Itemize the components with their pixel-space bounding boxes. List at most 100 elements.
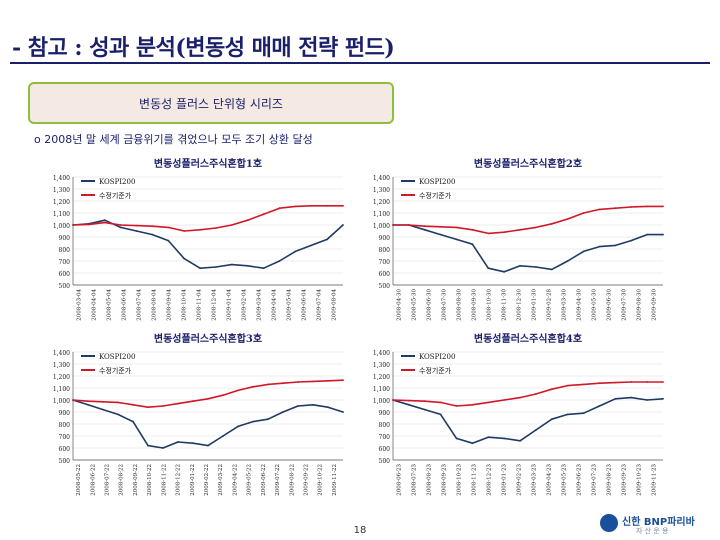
y-tick-label: 700 <box>59 434 71 441</box>
page-number: 18 <box>353 525 367 536</box>
x-tick-label: 2009-02-23 <box>517 464 523 496</box>
y-tick-label: 1,100 <box>373 211 390 218</box>
data-point <box>327 406 329 409</box>
x-tick-label: 2008-08-04 <box>152 289 158 321</box>
data-point <box>162 447 164 449</box>
y-tick-label: 500 <box>379 283 391 290</box>
data-point <box>103 221 106 224</box>
data-point <box>252 420 254 423</box>
data-point <box>230 224 233 226</box>
x-tick-label: 2008-11-23 <box>472 464 478 496</box>
data-point <box>282 411 284 413</box>
x-tick-label: 2009-06-30 <box>607 289 613 321</box>
series-line-1 <box>393 205 663 235</box>
data-point <box>662 381 664 383</box>
x-tick-label: 2009-01-30 <box>532 289 538 321</box>
legend-label: 수정기준가 <box>419 366 452 375</box>
data-point <box>326 238 329 241</box>
y-tick-label: 1,000 <box>373 223 390 230</box>
x-tick-label: 2009-06-04 <box>302 289 308 321</box>
data-point <box>566 218 569 220</box>
data-point <box>582 412 585 415</box>
data-point <box>310 204 313 207</box>
data-point <box>550 268 553 271</box>
x-tick-label: 2009-10-22 <box>318 464 324 496</box>
y-tick-label: 1,100 <box>373 386 390 393</box>
x-tick-label: 2009-09-22 <box>303 464 309 496</box>
series-line-1 <box>392 381 663 407</box>
data-point <box>471 403 474 406</box>
data-point <box>87 403 89 406</box>
data-point <box>312 380 314 383</box>
data-point <box>132 420 134 423</box>
x-tick-label: 2008-05-22 <box>76 464 82 496</box>
data-point <box>455 405 458 407</box>
data-point <box>535 266 537 268</box>
x-tick-label: 2008-08-30 <box>457 289 463 321</box>
x-tick-label: 2008-04-04 <box>92 289 98 321</box>
data-point <box>407 403 410 406</box>
y-tick-label: 900 <box>59 410 71 417</box>
x-tick-label: 2008-09-30 <box>472 289 478 321</box>
y-tick-label: 1,300 <box>373 187 390 194</box>
x-tick-label: 2008-09-23 <box>442 464 448 496</box>
data-point <box>102 408 104 411</box>
data-point <box>487 232 490 235</box>
data-point <box>103 219 106 222</box>
x-tick-label: 2008-06-30 <box>427 289 433 321</box>
x-tick-label: 2008-10-30 <box>487 289 493 321</box>
data-point <box>267 383 269 386</box>
y-tick-label: 1,300 <box>53 187 70 194</box>
x-tick-label: 2009-07-22 <box>275 464 281 496</box>
x-tick-label: 2008-10-22 <box>147 464 153 496</box>
data-point <box>326 204 329 207</box>
data-point <box>246 264 249 267</box>
y-tick-label: 1,400 <box>373 175 390 182</box>
x-tick-label: 2008-07-23 <box>412 464 418 496</box>
data-point <box>582 250 585 253</box>
data-point <box>282 382 284 385</box>
data-point <box>471 243 474 246</box>
data-point <box>455 238 458 241</box>
data-point <box>278 260 281 262</box>
data-point <box>132 403 134 406</box>
x-tick-label: 2009-05-23 <box>562 464 568 496</box>
data-point <box>566 384 569 387</box>
y-tick-label: 900 <box>379 410 391 417</box>
data-point <box>183 230 186 232</box>
data-point <box>407 224 410 226</box>
data-point <box>72 399 74 401</box>
x-tick-label: 2009-01-22 <box>190 464 196 496</box>
data-point <box>646 205 649 208</box>
data-point <box>119 224 122 226</box>
page-title: - 참고 : 성과 분석(변동성 매매 전략 펀드) <box>12 35 395 61</box>
x-tick-label: 2008-07-30 <box>442 289 448 321</box>
data-point <box>215 227 217 229</box>
data-point <box>487 436 490 439</box>
data-point <box>646 233 649 236</box>
y-tick-label: 600 <box>379 446 391 453</box>
data-point <box>135 224 138 227</box>
x-tick-label: 2009-08-23 <box>607 464 613 496</box>
x-tick-label: 2008-12-23 <box>487 464 493 496</box>
data-point <box>327 379 329 382</box>
x-tick-label: 2009-03-22 <box>218 464 224 496</box>
x-tick-label: 2009-04-30 <box>577 289 583 321</box>
y-tick-label: 700 <box>379 259 391 266</box>
data-point <box>550 222 553 225</box>
logo-mark-icon <box>600 514 618 532</box>
x-tick-label: 2009-04-04 <box>272 289 278 321</box>
data-point <box>646 381 649 383</box>
y-tick-label: 1,100 <box>53 386 70 393</box>
x-tick-label: 2009-05-22 <box>247 464 253 496</box>
data-point <box>262 213 265 216</box>
data-point <box>392 224 394 226</box>
y-tick-label: 600 <box>59 271 71 278</box>
x-tick-label: 2009-03-04 <box>257 289 263 321</box>
y-tick-label: 700 <box>379 434 391 441</box>
x-tick-label: 2008-11-22 <box>161 464 167 496</box>
data-point <box>199 228 201 231</box>
x-tick-label: 2008-05-04 <box>107 289 113 321</box>
y-tick-label: 500 <box>59 283 71 290</box>
data-point <box>582 212 585 214</box>
